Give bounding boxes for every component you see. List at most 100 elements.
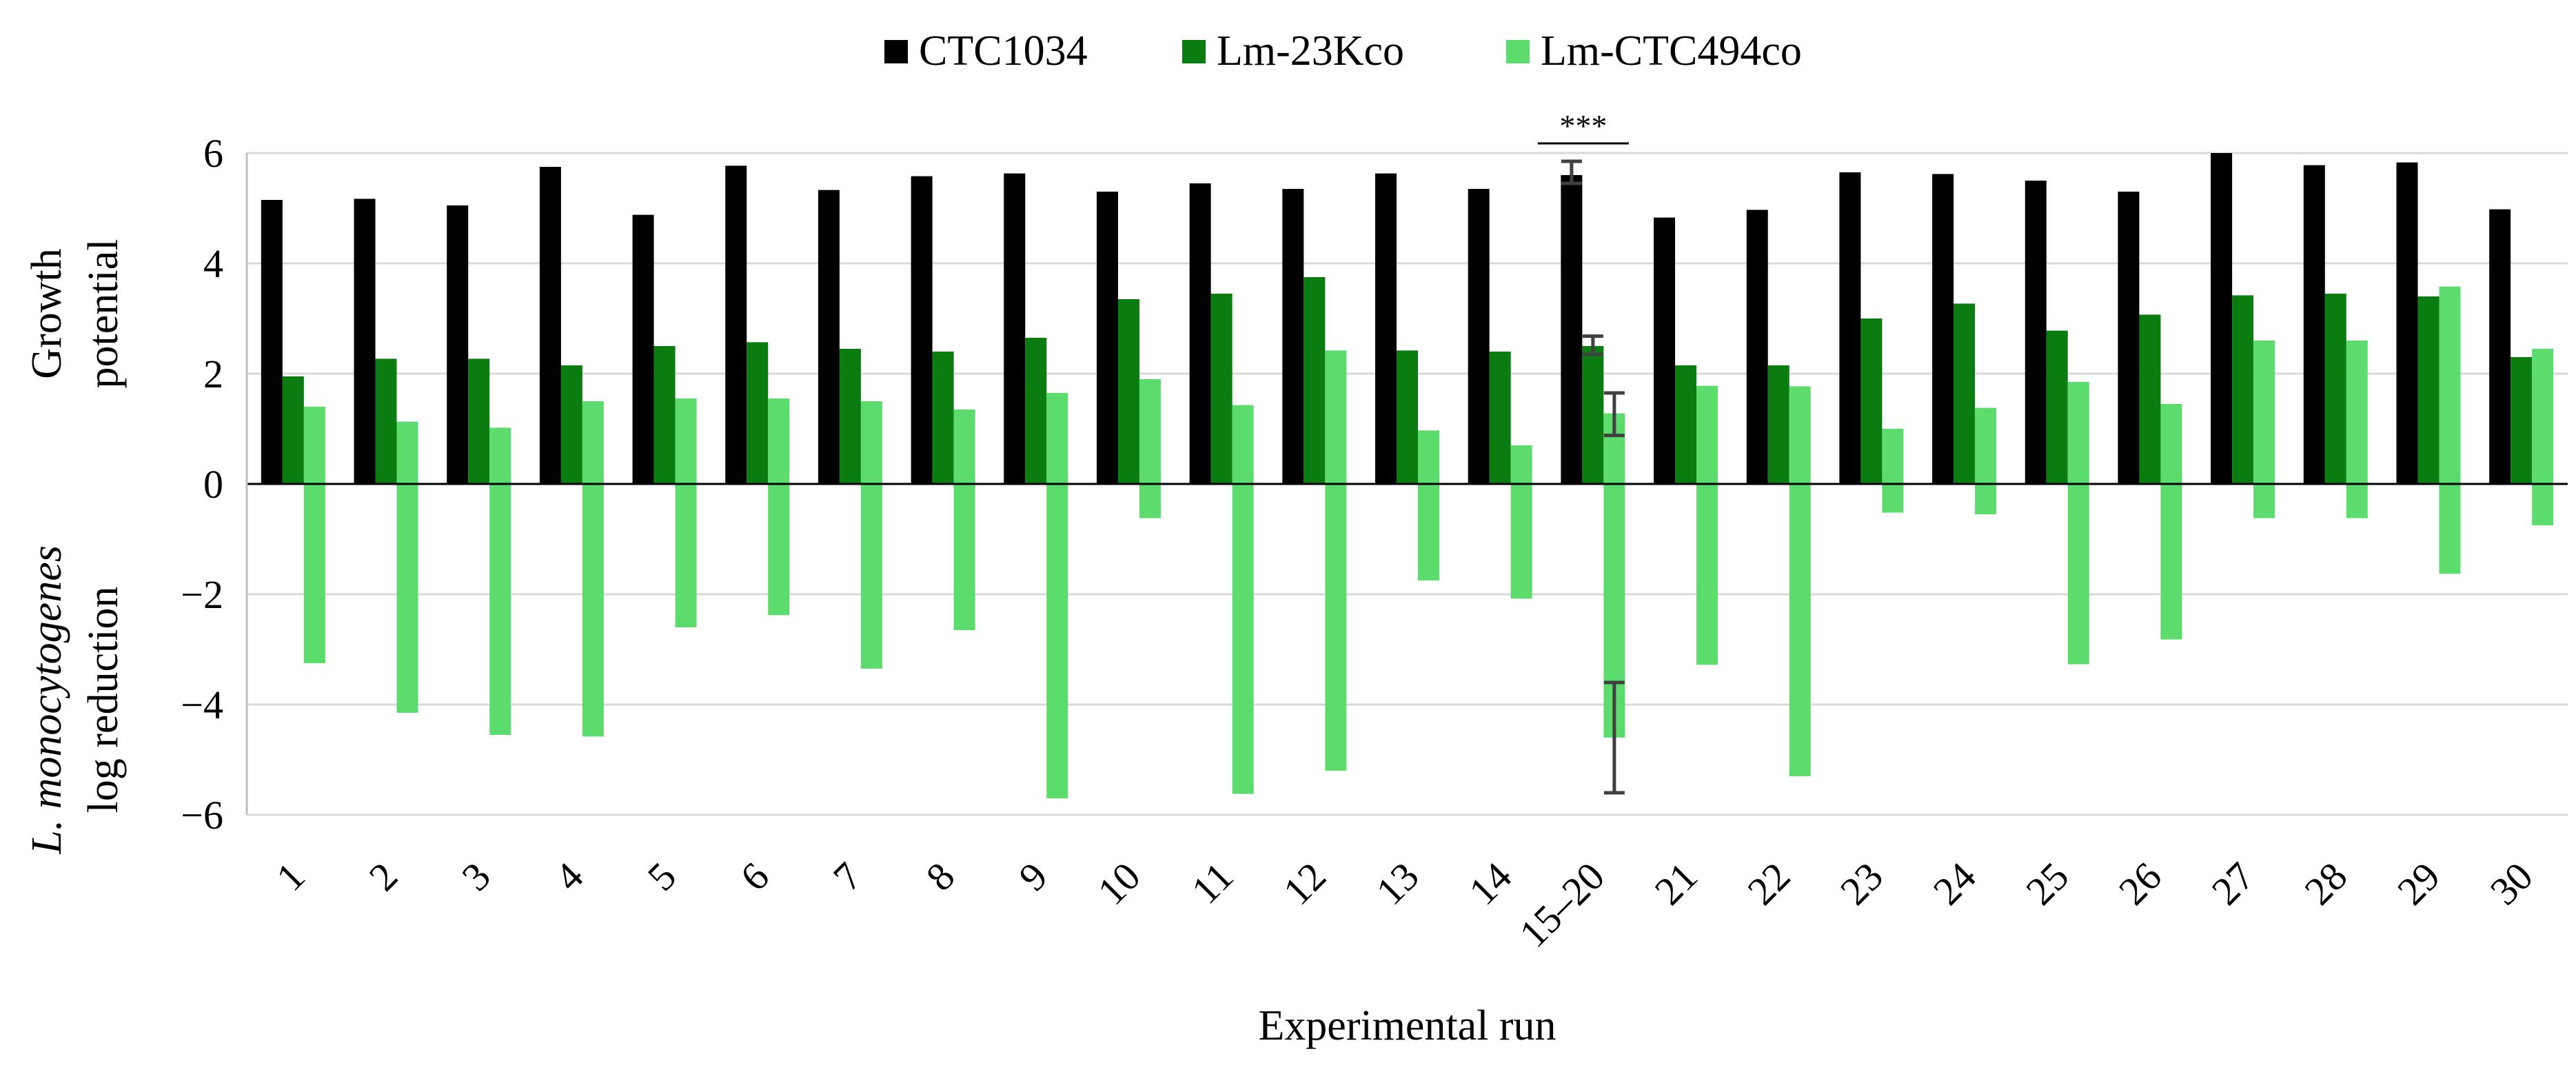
bar: [2160, 404, 2182, 484]
y-axis-title-line: potential: [80, 239, 127, 389]
bar: [725, 165, 747, 484]
legend-item: CTC1034: [884, 28, 1088, 74]
bar: [953, 484, 975, 630]
x-tick-label: 2: [361, 853, 406, 899]
bar: [1510, 484, 1532, 599]
y-axis-title: Growth potential L. monocytogenes log reduc…: [23, 239, 127, 855]
bar: [1117, 299, 1139, 484]
bar: [1882, 484, 1904, 513]
bar: [1839, 172, 1861, 484]
bar: [1510, 445, 1532, 484]
x-tick-label: 11: [1183, 853, 1241, 912]
legend: CTC1034 Lm-23Kco Lm-CTC494co: [884, 28, 1802, 74]
bar: [768, 398, 790, 484]
bar: [2489, 209, 2511, 484]
x-tick-label: 1: [267, 853, 313, 899]
y-axis-title-line: Growth: [23, 248, 70, 378]
bar: [839, 349, 861, 484]
bar: [1046, 484, 1068, 798]
bar: [2532, 484, 2554, 525]
bar: [1789, 484, 1811, 776]
bar: [911, 176, 933, 484]
bar: [1932, 174, 1954, 484]
bar: [1882, 429, 1904, 484]
bar: [1210, 294, 1233, 484]
bar: [2025, 181, 2047, 484]
y-tick-label: 4: [203, 241, 223, 286]
y-tick-label: −2: [181, 572, 223, 617]
error-bar: [1603, 680, 1625, 795]
bar: [2346, 341, 2368, 484]
x-tick-label: 6: [731, 853, 777, 899]
bar: [768, 484, 790, 616]
bar: [1325, 484, 1347, 771]
x-tick-label: 24: [1925, 853, 1985, 913]
legend-swatch: [1182, 40, 1206, 63]
y-axis-title-line: L. monocytogenes: [23, 545, 70, 855]
bar: [1096, 192, 1118, 484]
x-tick-label: 4: [546, 853, 591, 899]
bar: [1232, 484, 1254, 794]
bar: [1418, 484, 1439, 580]
bar: [2346, 484, 2368, 518]
bar: [2324, 294, 2346, 484]
y-axis-title-line: log reduction: [80, 587, 127, 813]
bar: [1397, 350, 1418, 484]
y-tick-label: −4: [181, 682, 223, 727]
bar: [1975, 407, 1997, 484]
bar: [1046, 393, 1068, 484]
bar: [2439, 484, 2461, 574]
bar: [375, 358, 397, 484]
bar: [1489, 352, 1511, 484]
bar: [747, 342, 769, 484]
bar: [1325, 350, 1347, 484]
bar: [1189, 183, 1211, 484]
bar: [1375, 173, 1397, 484]
error-bar: [1603, 391, 1625, 438]
bar: [1954, 303, 1976, 484]
bar: [1746, 210, 1768, 484]
bar: [1767, 365, 1789, 484]
bars: [261, 153, 2554, 798]
bar: [1468, 189, 1490, 484]
bar: [2232, 295, 2254, 484]
legend-item: Lm-CTC494co: [1506, 28, 1802, 74]
x-tick-label: 14: [1460, 853, 1520, 913]
legend-item: Lm-23Kco: [1182, 28, 1404, 74]
bar: [447, 205, 469, 484]
bar: [860, 401, 882, 484]
bar: [675, 484, 697, 627]
bar: [396, 484, 418, 713]
bar: [1696, 385, 1718, 484]
x-tick-label: 29: [2389, 853, 2448, 913]
legend-label: Lm-23Kco: [1217, 28, 1404, 74]
bar: [2118, 192, 2140, 484]
x-tick-label: 15–20: [1511, 853, 1613, 955]
bar: [2511, 357, 2533, 484]
bar: [1582, 346, 1604, 484]
x-tick-label: 22: [1738, 853, 1798, 913]
bar: [653, 346, 676, 484]
bar: [953, 409, 975, 484]
bar: [539, 167, 561, 484]
bar: [2396, 162, 2418, 484]
bar: [1282, 189, 1304, 484]
y-tick-label: 6: [203, 131, 223, 176]
bar: [1139, 379, 1161, 484]
y-tick-label: −6: [181, 793, 223, 838]
bar: [2253, 484, 2275, 518]
bar: [582, 401, 604, 484]
error-bars: [1561, 159, 1625, 795]
annotation-text: ***: [1559, 108, 1607, 143]
bar: [303, 407, 325, 484]
bar: [1860, 318, 1883, 484]
y-tick-labels: 6 4 2 0 −2 −4 −6: [181, 131, 223, 838]
bar: [2067, 484, 2089, 665]
bar: [1789, 386, 1811, 484]
bar: [582, 484, 604, 737]
bar: [2417, 296, 2440, 484]
bar: [675, 398, 697, 484]
x-tick-label: 27: [2203, 853, 2263, 913]
x-tick-label: 9: [1011, 853, 1056, 899]
bar: [1304, 277, 1326, 484]
